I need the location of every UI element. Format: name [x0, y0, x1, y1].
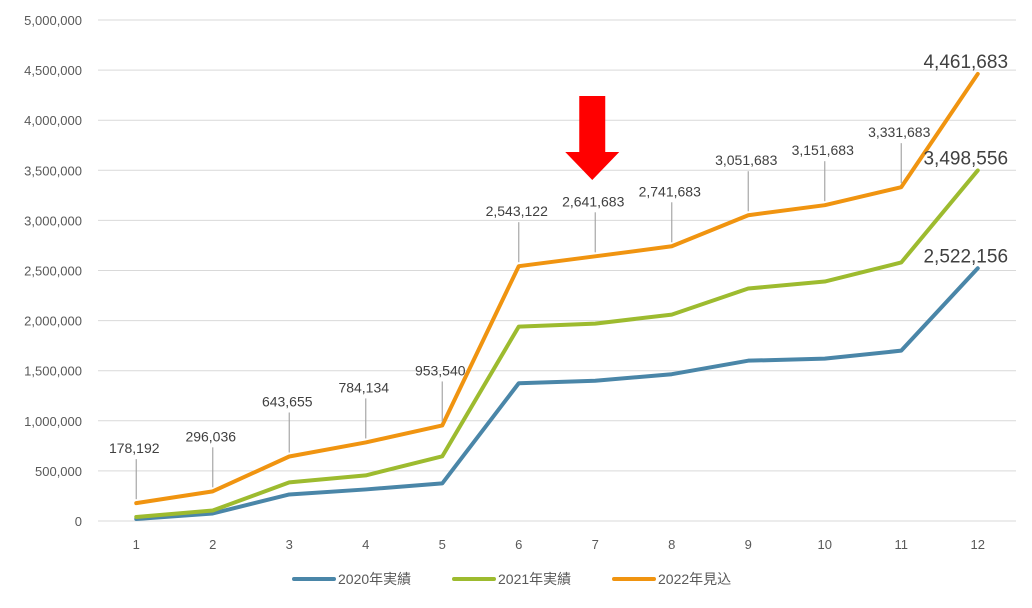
y-tick-label: 3,500,000: [24, 163, 82, 178]
x-tick-label: 10: [818, 537, 832, 552]
series-line-2022年見込: [134, 71, 980, 506]
y-tick-label: 1,500,000: [24, 364, 82, 379]
data-label: 4,461,683: [923, 52, 1008, 73]
series-lines: [134, 71, 980, 521]
series-line-2021年実績: [134, 168, 980, 519]
legend: 2020年実績 2021年実績 2022年見込: [292, 571, 731, 587]
data-label: 3,331,683: [868, 124, 930, 140]
x-tick-label: 12: [971, 537, 985, 552]
annotations: [565, 96, 620, 180]
y-tick-label: 2,500,000: [24, 264, 82, 279]
y-tick-label: 3,000,000: [24, 213, 82, 228]
y-tick-label: 4,500,000: [24, 63, 82, 78]
red-down-arrow-icon: [565, 96, 620, 180]
x-tick-label: 2: [209, 537, 216, 552]
data-label: 2,522,156: [923, 246, 1008, 267]
legend-label: 2022年見込: [658, 571, 731, 587]
y-axis-tick-labels: 0 500,000 1,000,000 1,500,000 2,000,000 2,500…: [24, 13, 82, 529]
x-tick-label: 7: [592, 537, 599, 552]
y-tick-label: 2,000,000: [24, 314, 82, 329]
data-label: 3,498,556: [923, 148, 1008, 169]
x-tick-label: 5: [439, 537, 446, 552]
data-label: 643,655: [262, 394, 313, 410]
legend-label: 2020年実績: [338, 571, 411, 587]
data-label: 2,741,683: [639, 183, 701, 199]
y-tick-label: 5,000,000: [24, 13, 82, 28]
data-label: 3,151,683: [792, 142, 854, 158]
y-tick-label: 0: [75, 514, 82, 529]
y-tick-label: 4,000,000: [24, 113, 82, 128]
gridlines: [98, 19, 1016, 522]
y-tick-label: 500,000: [35, 464, 82, 479]
data-label: 3,051,683: [715, 152, 777, 168]
x-tick-label: 4: [362, 537, 369, 552]
series-line-2020年実績: [134, 266, 980, 521]
x-tick-label: 6: [515, 537, 522, 552]
data-label: 296,036: [185, 428, 236, 444]
data-labels: 2,522,156 3,498,556 178,192 296,036 643,655 7…: [109, 52, 1008, 456]
data-label: 178,192: [109, 440, 160, 456]
data-label: 953,540: [415, 362, 466, 378]
y-tick-label: 1,000,000: [24, 414, 82, 429]
x-tick-label: 3: [286, 537, 293, 552]
data-label: 2,543,122: [486, 203, 548, 219]
x-tick-label: 9: [745, 537, 752, 552]
data-label: 2,641,683: [562, 193, 624, 209]
data-label: 784,134: [338, 379, 389, 395]
x-tick-label: 8: [668, 537, 675, 552]
x-axis-tick-labels: 1 2 3 4 5 6 7 8 9 10 11 12: [133, 537, 985, 552]
x-tick-label: 1: [133, 537, 140, 552]
legend-label: 2021年実績: [498, 571, 571, 587]
x-tick-label: 11: [895, 537, 909, 552]
data-label-leaders: [135, 143, 902, 500]
